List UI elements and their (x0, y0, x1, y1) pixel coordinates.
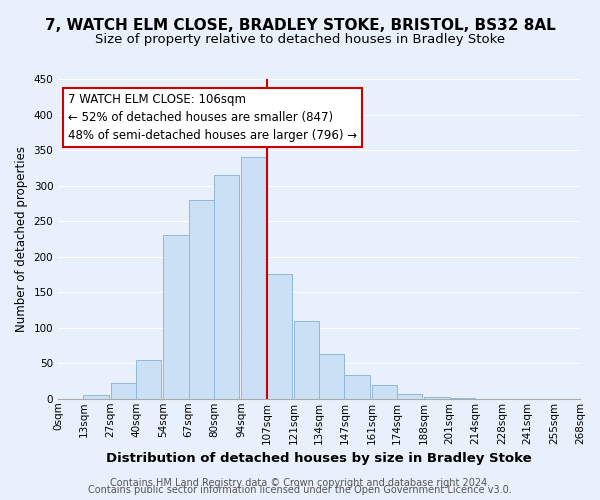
Text: Contains public sector information licensed under the Open Government Licence v3: Contains public sector information licen… (88, 485, 512, 495)
Text: 7, WATCH ELM CLOSE, BRADLEY STOKE, BRISTOL, BS32 8AL: 7, WATCH ELM CLOSE, BRADLEY STOKE, BRIST… (44, 18, 556, 32)
Text: 7 WATCH ELM CLOSE: 106sqm
← 52% of detached houses are smaller (847)
48% of semi: 7 WATCH ELM CLOSE: 106sqm ← 52% of detac… (68, 93, 357, 142)
Bar (266, 274, 292, 399)
Bar (319, 354, 344, 399)
Bar (424, 398, 449, 399)
Text: Size of property relative to detached houses in Bradley Stoke: Size of property relative to detached ho… (95, 32, 505, 46)
Text: Contains HM Land Registry data © Crown copyright and database right 2024.: Contains HM Land Registry data © Crown c… (110, 478, 490, 488)
Bar (294, 320, 319, 399)
Bar (136, 360, 161, 399)
Bar (83, 394, 109, 399)
Bar (214, 175, 239, 399)
Bar (397, 394, 422, 399)
Bar (241, 157, 266, 399)
Bar (344, 376, 370, 399)
Bar (163, 236, 188, 399)
X-axis label: Distribution of detached houses by size in Bradley Stoke: Distribution of detached houses by size … (106, 452, 532, 465)
Bar (449, 398, 475, 399)
Y-axis label: Number of detached properties: Number of detached properties (15, 146, 28, 332)
Bar (111, 383, 136, 399)
Bar (188, 200, 214, 399)
Bar (371, 386, 397, 399)
